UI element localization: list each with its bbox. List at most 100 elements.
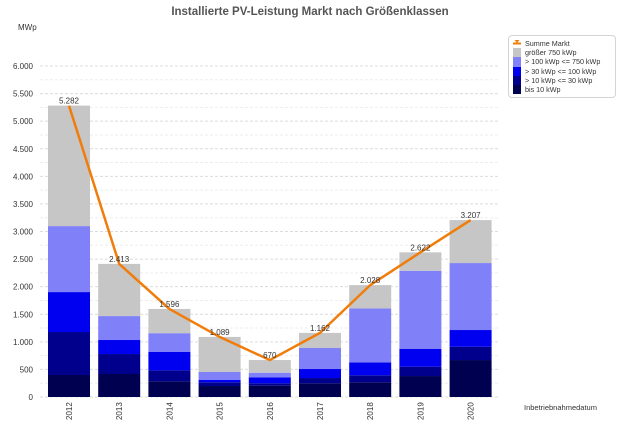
bar-segment[interactable]: [299, 369, 341, 379]
legend-item-groesser-750[interactable]: größer 750 kWp: [513, 48, 611, 58]
x-axis-title: Inbetriebnahmedatum: [524, 403, 597, 412]
y-tick-label: 4.000: [13, 172, 34, 181]
data-label: 670: [263, 351, 277, 360]
legend-label: Summe Markt: [525, 39, 570, 49]
summe-markt-line[interactable]: [67, 105, 472, 362]
legend-label: > 10 kWp <= 30 kWp: [525, 75, 593, 85]
y-tick-label: 6.000: [13, 62, 34, 71]
bar-segment[interactable]: [349, 375, 392, 383]
bar-segment[interactable]: [198, 382, 241, 387]
bar-segment[interactable]: [248, 360, 291, 373]
bar-segment[interactable]: [148, 370, 191, 382]
bar-segment[interactable]: [449, 220, 492, 264]
chart-legend: Summe Markt größer 750 kWp > 100 kWp <= …: [508, 35, 616, 98]
legend-label: größer 750 kWp: [525, 48, 577, 58]
bar-segment[interactable]: [248, 383, 291, 386]
data-label: 1.596: [159, 300, 180, 309]
bar-segment[interactable]: [349, 382, 392, 397]
legend-label: > 30 kWp <= 100 kWp: [525, 66, 597, 76]
data-label: 5.282: [59, 97, 80, 106]
x-tick-label: 2018: [366, 402, 375, 420]
y-tick-label: 2.000: [13, 283, 34, 292]
bar-segment[interactable]: [98, 263, 141, 317]
y-tick-label: 4.500: [13, 145, 34, 154]
bar-segment[interactable]: [449, 263, 492, 331]
chart-title: Installierte PV-Leistung Markt nach Größ…: [171, 6, 449, 18]
bar-segment[interactable]: [98, 316, 141, 341]
data-label: 3.207: [461, 211, 482, 220]
bar-segment[interactable]: [399, 252, 442, 271]
bar-segment[interactable]: [399, 376, 442, 397]
bar-segment[interactable]: [248, 377, 291, 384]
x-tick-label: 2017: [316, 402, 325, 420]
legend-swatch-icon: [513, 75, 521, 85]
bar-segment[interactable]: [399, 270, 442, 350]
bar-segment[interactable]: [449, 346, 492, 361]
y-axis-unit-label: MWp: [18, 23, 37, 32]
legend-swatch-icon: [513, 48, 521, 58]
y-tick-label: 2.500: [13, 255, 34, 264]
bar-segment[interactable]: [48, 332, 90, 375]
data-label: 1.162: [310, 324, 331, 333]
legend-line-marker-icon: [513, 39, 521, 48]
bar-segment[interactable]: [349, 362, 392, 376]
y-tick-label: 3.500: [13, 200, 34, 209]
y-tick-label: 5.500: [13, 90, 34, 99]
x-tick-label: 2016: [266, 402, 275, 420]
x-tick-label: 2019: [416, 402, 425, 420]
bar-segment[interactable]: [48, 374, 90, 397]
legend-item-30-100[interactable]: > 30 kWp <= 100 kWp: [513, 66, 611, 76]
data-label: 1.089: [210, 328, 231, 337]
data-label: 2.028: [360, 276, 381, 285]
bar-segment[interactable]: [248, 372, 291, 378]
y-tick-label: 0: [29, 393, 34, 402]
bar-segment[interactable]: [98, 340, 141, 355]
y-tick-label: 1.500: [13, 310, 34, 319]
bar-segment[interactable]: [349, 285, 392, 309]
legend-item-summe-markt[interactable]: Summe Markt: [513, 39, 611, 48]
x-tick-label: 2013: [115, 402, 124, 420]
legend-label: > 100 kWp <= 750 kWp: [525, 57, 601, 67]
bar-segment[interactable]: [98, 373, 141, 397]
x-tick-label: 2020: [467, 402, 476, 420]
legend-item-10-30[interactable]: > 10 kWp <= 30 kWp: [513, 75, 611, 85]
bar-segment[interactable]: [399, 366, 442, 377]
bar-segment[interactable]: [198, 380, 241, 383]
data-label: 2.622: [410, 243, 431, 252]
bar-segment[interactable]: [449, 330, 492, 347]
y-tick-label: 5.000: [13, 117, 34, 126]
bar-segment[interactable]: [48, 292, 90, 333]
legend-item-100-750[interactable]: > 100 kWp <= 750 kWp: [513, 57, 611, 67]
bar-segment[interactable]: [98, 354, 141, 374]
bar-segment[interactable]: [299, 348, 341, 370]
bar-segment[interactable]: [198, 336, 241, 373]
bar-segment[interactable]: [198, 386, 241, 397]
x-tick-label: 2014: [165, 402, 174, 420]
bar-segment[interactable]: [148, 308, 191, 334]
bar-segment[interactable]: [148, 351, 191, 371]
bar-segment[interactable]: [248, 385, 291, 397]
legend-swatch-icon: [513, 66, 521, 76]
x-tick-label: 2012: [65, 402, 74, 420]
bar-segment[interactable]: [198, 372, 241, 381]
bar-segment[interactable]: [299, 332, 341, 349]
bar-segment[interactable]: [399, 349, 442, 367]
data-label: 2.413: [109, 255, 130, 264]
bar-segment[interactable]: [148, 333, 191, 352]
bar-segment[interactable]: [148, 381, 191, 397]
x-tick-label: 2015: [216, 402, 225, 420]
bar-segment[interactable]: [299, 378, 341, 384]
legend-swatch-icon: [513, 57, 521, 67]
legend-item-bis-10[interactable]: bis 10 kWp: [513, 84, 611, 95]
bar-segment[interactable]: [48, 226, 90, 293]
y-tick-label: 500: [20, 365, 34, 374]
bar-segment[interactable]: [349, 308, 392, 363]
bar-segment[interactable]: [449, 360, 492, 397]
y-tick-label: 1.000: [13, 338, 34, 347]
legend-label: bis 10 kWp: [525, 85, 561, 95]
y-tick-label: 3.000: [13, 228, 34, 237]
bar-segment[interactable]: [299, 383, 341, 397]
bar-segment[interactable]: [48, 105, 90, 227]
legend-swatch-icon: [513, 84, 521, 95]
